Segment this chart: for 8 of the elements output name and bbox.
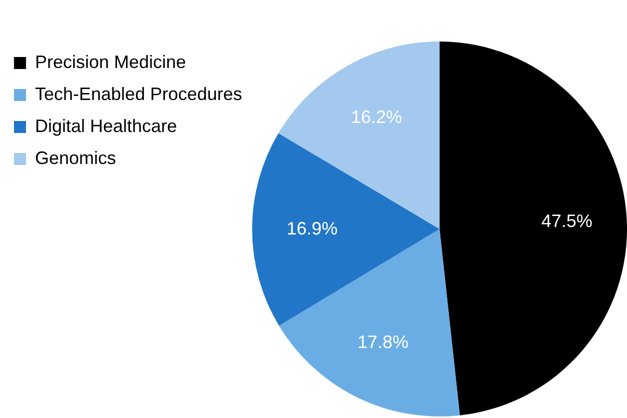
data-label: 16.2% [351,107,402,128]
data-label: 47.5% [541,211,592,232]
legend-label: Tech-Enabled Procedures [35,84,242,104]
data-label: 17.8% [357,332,409,352]
legend-label: Digital Healthcare [35,116,178,136]
legend-label: Genomics [35,148,116,168]
data-label: 16.9% [286,218,338,238]
legend-label: Precision Medicine [35,52,186,72]
